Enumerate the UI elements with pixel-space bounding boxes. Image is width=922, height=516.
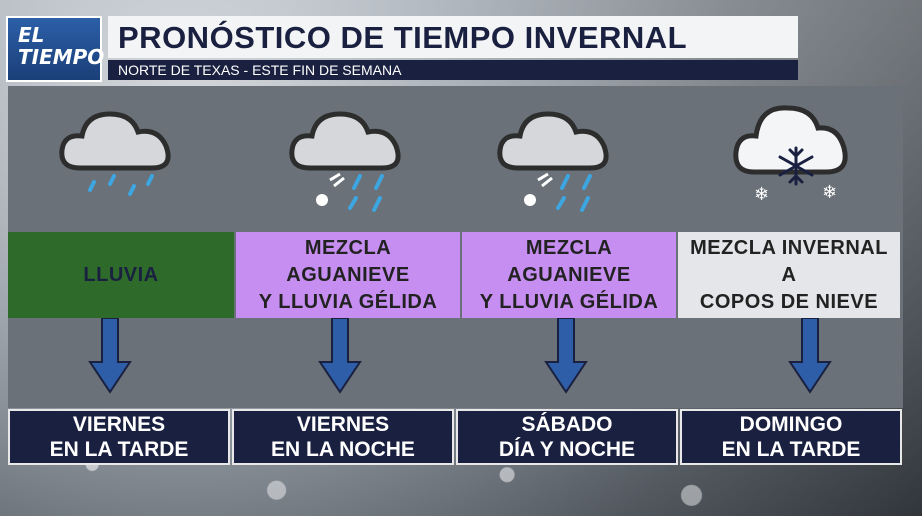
- condition-line: MEZCLA INVERNAL: [690, 236, 888, 259]
- day-label-saturday: SÁBADO DÍA Y NOCHE: [456, 409, 678, 465]
- arrow-down-icon: [544, 318, 588, 394]
- condition-sleet-friday: MEZCLA AGUANIEVE Y LLUVIA GÉLIDA: [236, 232, 460, 318]
- condition-snow-sunday: MEZCLA INVERNAL A COPOS DE NIEVE: [678, 232, 900, 318]
- logo-line2: TIEMPO: [18, 45, 105, 69]
- el-tiempo-logo: EL TIEMPO: [6, 16, 105, 82]
- page-title: PRONÓSTICO DE TIEMPO INVERNAL: [108, 16, 798, 58]
- day-line: SÁBADO: [521, 413, 613, 436]
- cloud-rain-icon: [59, 111, 171, 196]
- svg-text:❄: ❄: [754, 184, 769, 205]
- arrow-down-icon: [318, 318, 362, 394]
- cloud-sleet-icon: [289, 111, 401, 212]
- day-line: EN LA NOCHE: [271, 438, 415, 461]
- condition-line: AGUANIEVE: [286, 263, 410, 286]
- day-line: EN LA TARDE: [721, 438, 861, 461]
- day-line: DOMINGO: [739, 413, 843, 436]
- condition-sleet-saturday: MEZCLA AGUANIEVE Y LLUVIA GÉLIDA: [462, 232, 676, 318]
- cloud-sleet-icon: [497, 111, 609, 212]
- condition-line: COPOS DE NIEVE: [699, 290, 879, 313]
- logo-line1: EL: [18, 23, 45, 47]
- condition-line: Y LLUVIA GÉLIDA: [479, 290, 659, 313]
- condition-line: MEZCLA: [304, 236, 392, 259]
- condition-rain: LLUVIA: [8, 232, 234, 318]
- cloud-snow-icon: ❄ ❄: [733, 105, 848, 205]
- day-line: VIERNES: [72, 413, 166, 436]
- day-line: VIERNES: [296, 413, 390, 436]
- arrow-down-icon: [788, 318, 832, 394]
- condition-label: LLUVIA: [83, 263, 159, 286]
- page-subtitle: NORTE DE TEXAS - ESTE FIN DE SEMANA: [108, 60, 798, 80]
- condition-line: AGUANIEVE: [507, 263, 631, 286]
- condition-line: MEZCLA: [525, 236, 613, 259]
- day-label-friday-night: VIERNES EN LA NOCHE: [232, 409, 454, 465]
- day-label-friday-afternoon: VIERNES EN LA TARDE: [8, 409, 230, 465]
- day-line: DÍA Y NOCHE: [498, 438, 636, 461]
- svg-text:❄: ❄: [822, 182, 837, 203]
- day-line: EN LA TARDE: [49, 438, 189, 461]
- arrow-down-icon: [88, 318, 132, 394]
- day-label-sunday-afternoon: DOMINGO EN LA TARDE: [680, 409, 902, 465]
- condition-line: Y LLUVIA GÉLIDA: [258, 290, 438, 313]
- condition-line: A: [781, 263, 797, 286]
